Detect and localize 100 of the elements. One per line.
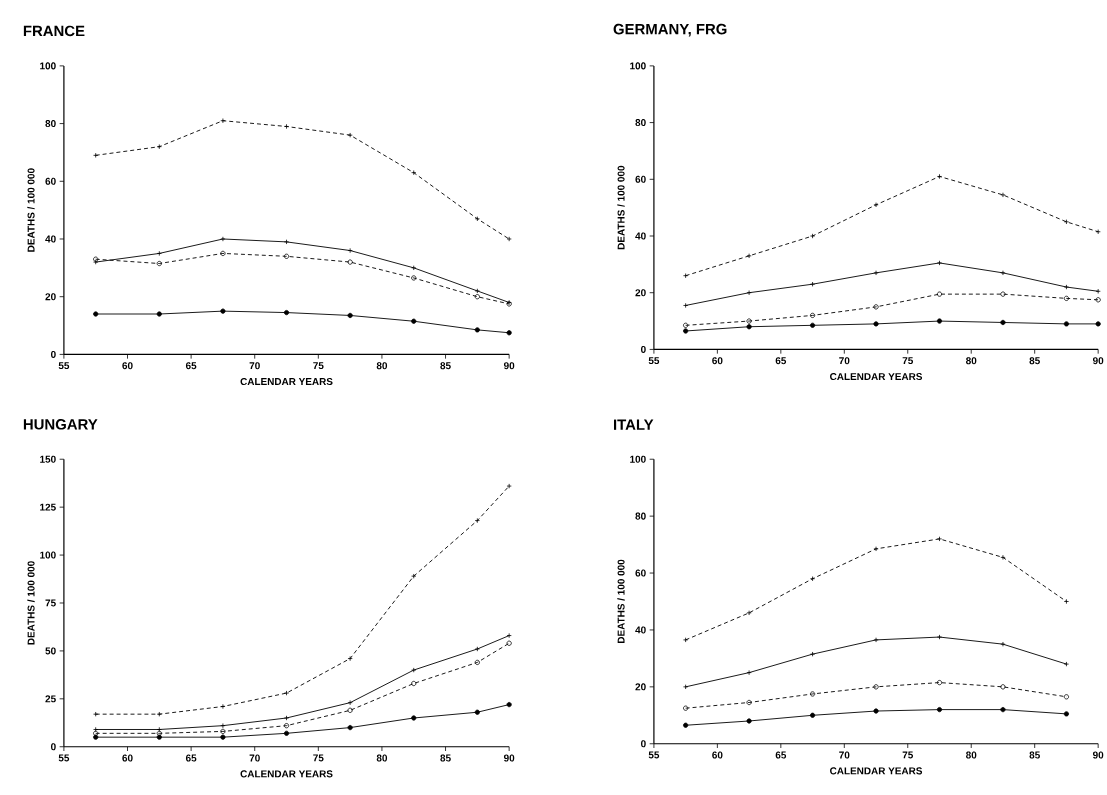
point xyxy=(411,667,417,673)
x-tick-label: 55 xyxy=(648,357,660,365)
point xyxy=(283,715,290,721)
y-tick-label: 50 xyxy=(45,647,56,655)
point xyxy=(746,670,752,676)
x-axis-title: CALENDAR YEARS xyxy=(830,373,923,381)
point xyxy=(156,251,162,257)
point xyxy=(873,321,879,327)
point xyxy=(156,730,162,737)
point xyxy=(474,709,480,715)
y-tick-label: 75 xyxy=(45,599,56,607)
point xyxy=(220,723,226,729)
x-axis-title: CALENDAR YEARS xyxy=(830,767,923,775)
x-tick-label: 60 xyxy=(712,357,723,365)
point xyxy=(936,680,943,686)
x-tick-label: 80 xyxy=(376,754,388,762)
y-tick-label: 125 xyxy=(40,503,56,511)
x-tick-label: 60 xyxy=(122,754,133,762)
point xyxy=(283,239,290,245)
point xyxy=(683,705,689,711)
x-tick-label: 75 xyxy=(313,754,324,762)
y-tick-label: 0 xyxy=(51,351,56,359)
y-tick-label: 60 xyxy=(45,177,56,185)
point xyxy=(809,651,816,657)
point xyxy=(506,330,512,336)
point xyxy=(1095,297,1101,303)
point xyxy=(936,318,943,324)
x-tick-label: 80 xyxy=(966,751,977,759)
point xyxy=(809,576,816,582)
point xyxy=(474,659,480,666)
x-tick-label: 75 xyxy=(313,362,324,370)
chart-title: GERMANY, FRG xyxy=(613,24,727,37)
point xyxy=(283,730,290,737)
point xyxy=(156,311,162,317)
point xyxy=(220,118,226,124)
y-tick-label: 60 xyxy=(635,175,646,183)
point xyxy=(746,318,752,324)
point xyxy=(746,324,752,330)
x-tick-label: 90 xyxy=(1092,357,1104,365)
point xyxy=(283,310,290,316)
point xyxy=(411,170,417,176)
chart-title: HUNGARY xyxy=(23,419,98,430)
x-axis-title: CALENDAR YEARS xyxy=(240,378,333,386)
point xyxy=(156,711,162,717)
point xyxy=(220,729,226,735)
point xyxy=(809,322,816,329)
x-tick-label: 55 xyxy=(58,754,70,762)
point xyxy=(873,546,879,552)
point xyxy=(873,202,879,208)
y-axis-title: DEATHS / 100 000 xyxy=(27,561,35,645)
point xyxy=(220,236,226,242)
point xyxy=(809,712,816,719)
point xyxy=(156,734,162,740)
x-tick-label: 90 xyxy=(1092,751,1104,759)
point xyxy=(683,722,689,729)
point xyxy=(347,707,353,714)
x-tick-label: 70 xyxy=(249,754,260,762)
x-tick-label: 65 xyxy=(775,751,787,759)
point xyxy=(93,311,99,317)
point xyxy=(283,253,290,260)
y-axis-title: DEATHS / 100 000 xyxy=(617,559,625,644)
x-tick-label: 90 xyxy=(503,362,515,370)
point xyxy=(1095,229,1101,235)
point xyxy=(683,328,689,334)
y-axis-title: DEATHS / 100 000 xyxy=(617,166,625,250)
point xyxy=(93,711,99,717)
point xyxy=(1063,711,1070,717)
point xyxy=(936,536,943,542)
point xyxy=(936,291,943,297)
point xyxy=(347,700,353,706)
point xyxy=(1063,321,1070,327)
y-tick-label: 40 xyxy=(45,235,56,243)
point xyxy=(746,718,752,724)
chart-title: ITALY xyxy=(613,419,654,430)
point xyxy=(506,236,512,242)
x-tick-label: 55 xyxy=(58,362,70,370)
point xyxy=(1000,270,1006,276)
y-tick-label: 25 xyxy=(45,695,56,703)
point xyxy=(220,734,226,740)
y-tick-label: 60 xyxy=(635,569,646,577)
y-tick-label: 0 xyxy=(641,740,646,748)
point xyxy=(936,707,943,713)
y-tick-label: 100 xyxy=(630,62,646,70)
x-tick-label: 85 xyxy=(1029,751,1040,759)
point xyxy=(746,610,752,616)
point xyxy=(474,518,480,524)
point xyxy=(411,265,417,271)
point xyxy=(411,715,417,721)
y-tick-label: 40 xyxy=(635,626,646,634)
x-tick-label: 65 xyxy=(775,357,787,365)
x-axis-title: CALENDAR YEARS xyxy=(240,770,333,778)
point xyxy=(1000,192,1006,198)
point xyxy=(1063,694,1070,700)
point xyxy=(474,327,480,333)
point xyxy=(873,270,879,276)
x-tick-label: 70 xyxy=(839,751,850,759)
point xyxy=(156,144,162,150)
y-tick-label: 100 xyxy=(40,62,56,70)
point xyxy=(873,684,879,690)
y-tick-label: 20 xyxy=(45,293,56,301)
